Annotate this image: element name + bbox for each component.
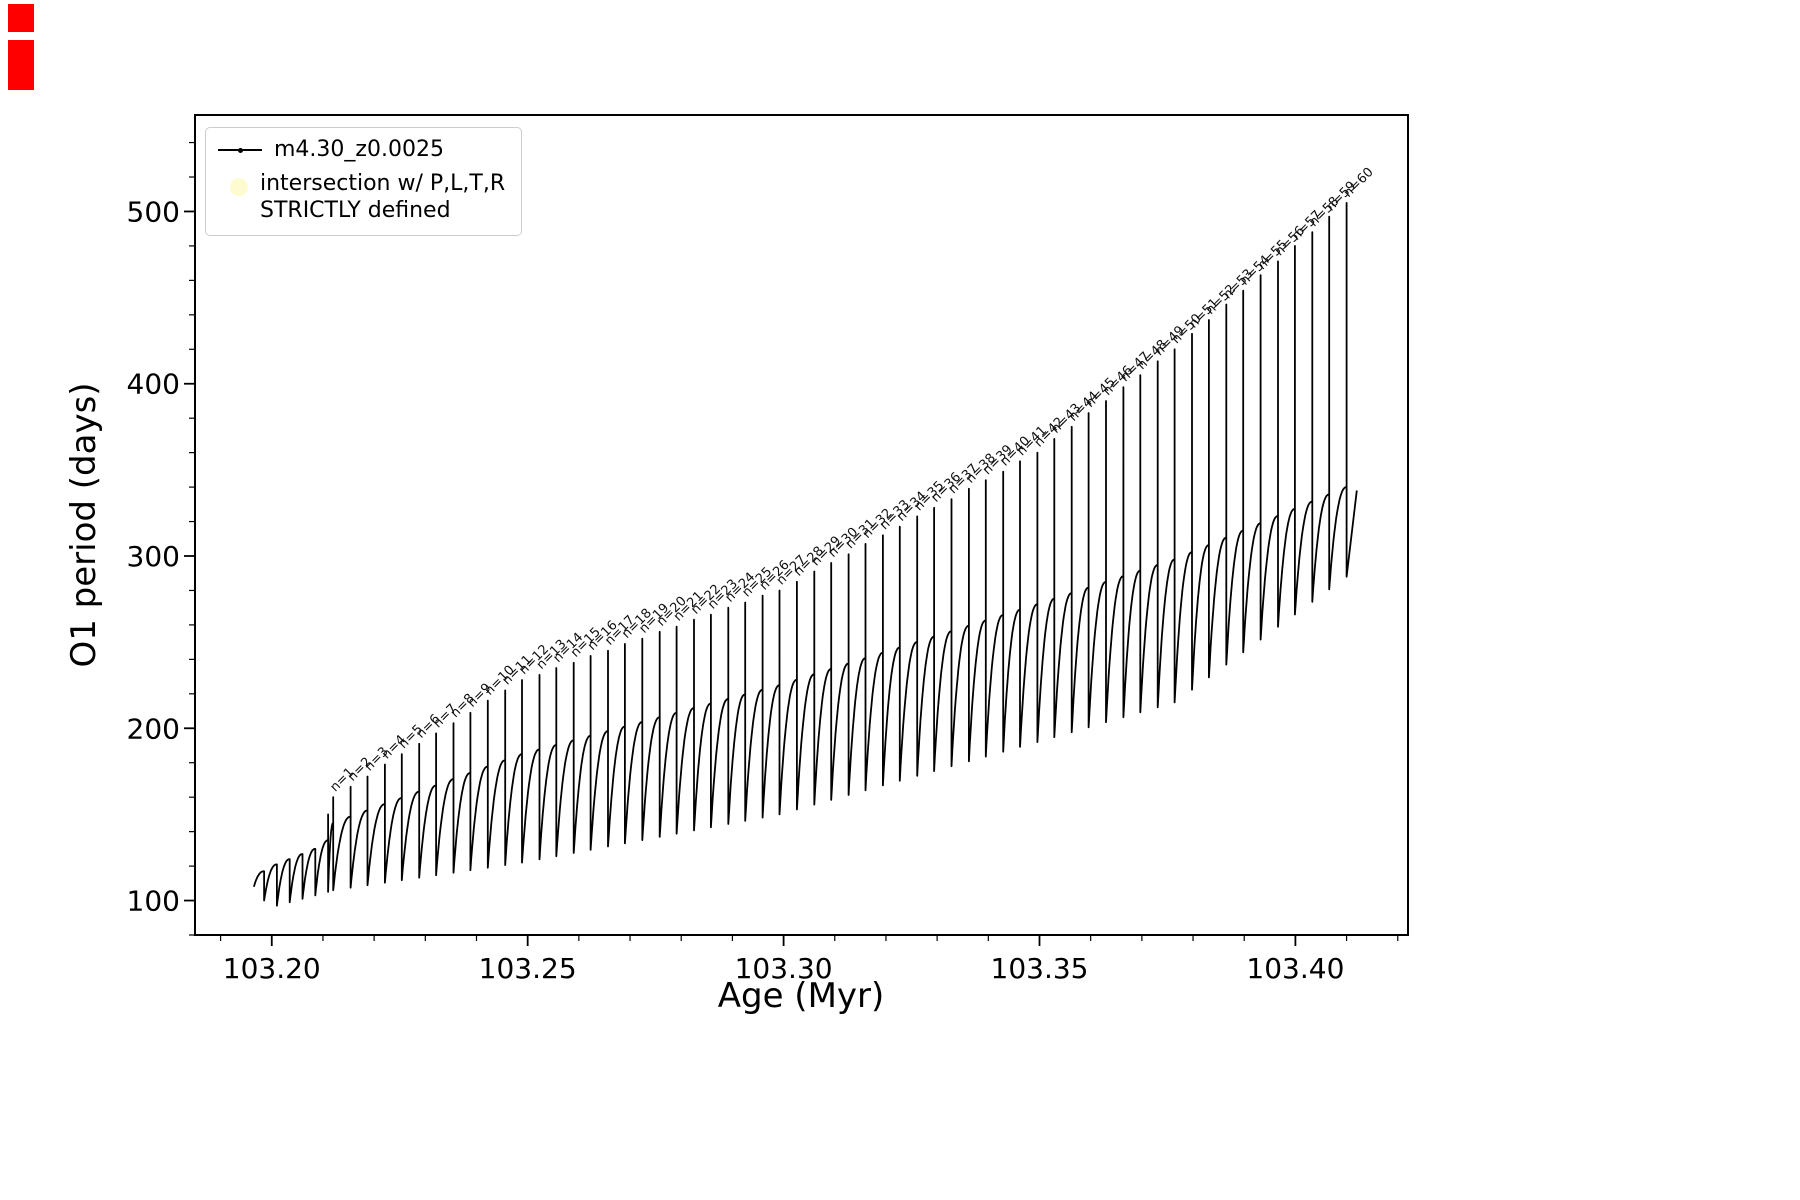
artifact-red-block: [8, 40, 34, 90]
legend-label-intersection-line1: intersection w/ P,L,T,R: [260, 170, 506, 196]
x-axis-label: Age (Myr): [718, 976, 885, 1016]
legend-label-intersection-line2: STRICTLY defined: [260, 198, 451, 223]
artifact-red-block: [8, 4, 34, 32]
x-tick-label: 103.25: [479, 952, 577, 985]
y-axis-label: O1 period (days): [64, 382, 104, 667]
dot-marker: [238, 147, 243, 153]
x-tick-label: 103.35: [991, 952, 1089, 985]
x-tick-label: 103.40: [1246, 952, 1344, 985]
axis-ticks: 103.20 103.25 103.30 103.35 103.40 100 200 300 4…: [127, 141, 1399, 985]
data-series: [253, 202, 1358, 907]
legend-entry-intersection: intersection w/ P,L,T,R STRICTLY defined: [218, 170, 505, 225]
y-tick-label: 200: [127, 712, 180, 745]
pulse-number-labels: n=1n=2n=3n=4n=5n=6n=7n=8n=9n=10n=11n=12n…: [327, 165, 1376, 795]
legend: m4.30_z0.0025 intersection w/ P,L,T,R ST…: [205, 127, 523, 236]
axes-spines: [194, 114, 1409, 936]
y-tick-label: 400: [127, 368, 180, 401]
y-tick-label: 300: [127, 540, 180, 573]
y-tick-label: 500: [127, 195, 180, 228]
intersection-circle-marker-icon: [230, 177, 248, 196]
y-tick-label: 100: [127, 885, 180, 918]
legend-label-series: m4.30_z0.0025: [274, 137, 444, 162]
legend-label-intersection: intersection w/ P,L,T,R STRICTLY defined: [260, 170, 505, 225]
series-line: [253, 202, 1358, 907]
x-tick-label: 103.30: [735, 952, 833, 985]
x-tick-label: 103.20: [223, 952, 321, 985]
legend-entry-series: m4.30_z0.0025: [218, 136, 505, 164]
line-dot-marker-icon: [218, 137, 262, 163]
